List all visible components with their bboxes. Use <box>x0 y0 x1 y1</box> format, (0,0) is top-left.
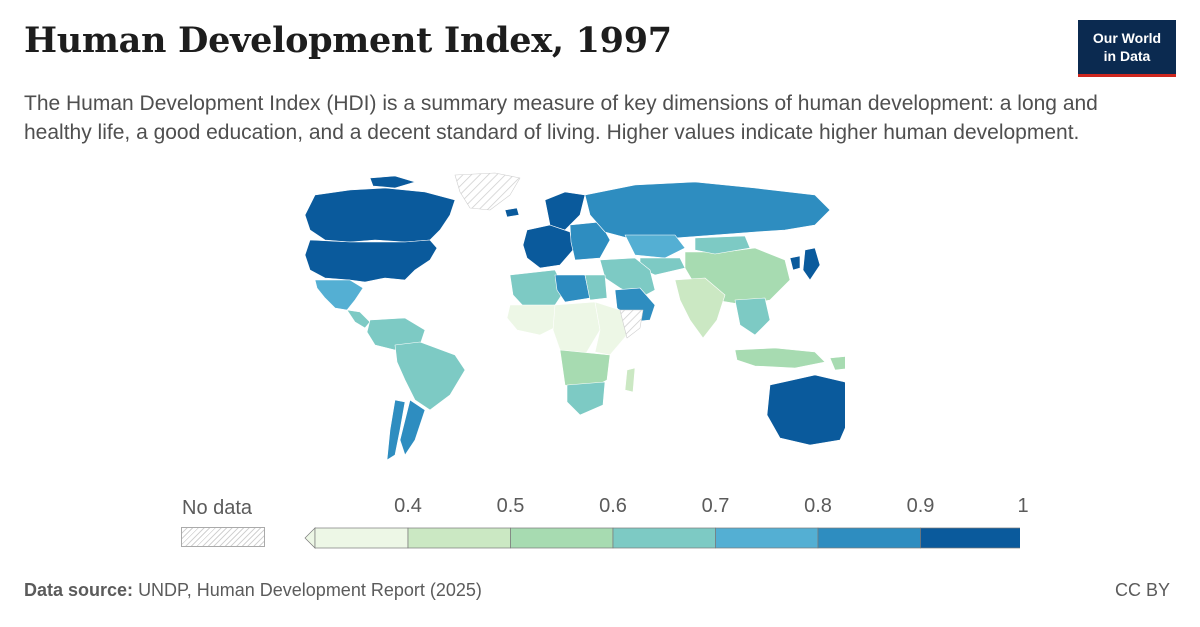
region-australia[interactable] <box>766 374 845 446</box>
region-chile[interactable] <box>386 399 406 461</box>
region-brazil[interactable] <box>394 341 466 411</box>
region-europe-west[interactable] <box>522 224 574 269</box>
scale-tick-label: 0.7 <box>701 495 730 517</box>
logo-line-2: in Data <box>1103 48 1151 64</box>
scale-bin-1 <box>407 527 511 549</box>
scale-tick-label: 1 <box>1017 495 1029 517</box>
logo-line-1: Our World <box>1092 30 1162 46</box>
region-scandinavia[interactable] <box>544 191 586 231</box>
scale-tick-label: 0.5 <box>496 495 525 517</box>
region-kazakhstan[interactable] <box>624 234 686 259</box>
region-russia[interactable] <box>584 181 831 241</box>
region-mongolia[interactable] <box>694 235 751 255</box>
data-source-text: UNDP, Human Development Report (2025) <box>138 580 482 600</box>
region-korea[interactable] <box>789 255 801 271</box>
region-somalia[interactable] <box>619 309 644 339</box>
no-data-swatch <box>181 527 265 547</box>
scale-tick-label: 0.4 <box>394 495 422 517</box>
scale-bin-2 <box>510 527 614 549</box>
scale-tick-label: 0.8 <box>804 495 832 517</box>
region-west-africa[interactable] <box>506 304 561 336</box>
scale-bin-0 <box>314 527 409 549</box>
region-libya[interactable] <box>554 274 591 303</box>
region-indonesia[interactable] <box>734 347 826 369</box>
scale-tick-label: 0.6 <box>599 495 627 517</box>
region-middle-east[interactable] <box>599 257 656 299</box>
data-source-label: Data source: <box>24 580 134 600</box>
scale-tick-label: 0.9 <box>906 495 935 517</box>
region-iceland[interactable] <box>504 207 520 218</box>
region-madagascar[interactable] <box>624 367 636 393</box>
license: CC BY <box>1114 580 1170 600</box>
region-mexico[interactable] <box>314 279 364 311</box>
chart-title: Human Development Index, 1997 <box>24 20 672 61</box>
region-india[interactable] <box>674 277 726 339</box>
region-papua-new-guinea[interactable] <box>829 356 845 371</box>
scale-arrow <box>304 527 316 549</box>
region-argentina[interactable] <box>399 399 426 456</box>
scale-bin-6 <box>920 527 1020 549</box>
scale-bin-5 <box>817 527 921 549</box>
region-egypt[interactable] <box>584 274 608 301</box>
region-central-africa[interactable] <box>552 301 601 356</box>
color-scale <box>304 527 1020 549</box>
region-southeast-asia[interactable] <box>734 297 771 336</box>
owid-logo[interactable]: Our World in Data <box>1078 20 1176 77</box>
region-south-africa[interactable] <box>566 381 606 416</box>
scale-bin-4 <box>715 527 819 549</box>
region-canada[interactable] <box>304 175 456 243</box>
region-united-states[interactable] <box>304 239 438 283</box>
scale-bin-3 <box>612 527 716 549</box>
data-source: Data source: UNDP, Human Development Rep… <box>24 580 482 601</box>
region-greenland[interactable] <box>454 172 521 211</box>
region-central-america[interactable] <box>346 309 371 329</box>
world-map[interactable] <box>255 170 845 470</box>
region-japan[interactable] <box>802 247 821 281</box>
chart-subtitle: The Human Development Index (HDI) is a s… <box>24 92 1098 144</box>
no-data-label: No data <box>182 497 253 519</box>
